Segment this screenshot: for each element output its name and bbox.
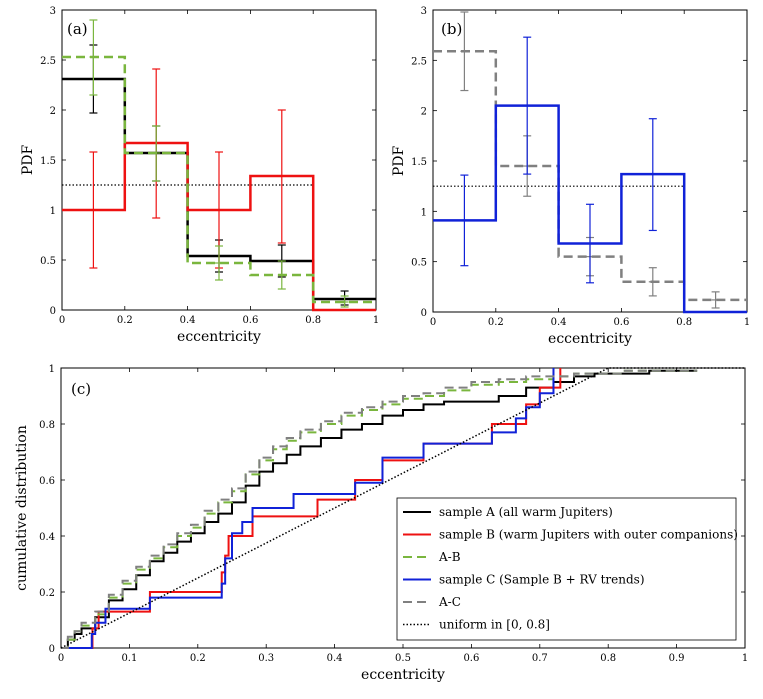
x-tick-label: 0.5: [395, 653, 411, 664]
y-tick-label: 0.5: [40, 256, 56, 267]
x-tick-label: 0.8: [676, 317, 692, 328]
histogram-series-ab: [62, 55, 376, 304]
x-tick-label: 0.6: [613, 317, 629, 328]
panel-label: (b): [441, 20, 462, 38]
x-tick-label: 0.2: [488, 317, 504, 328]
panel-2: 0 0.1 0.2 0.3 0.4 0.5 0.6 0.7 0.8 0.9 1 0 0.2 0.4 0.6 0…: [14, 364, 748, 683]
x-tick-label: 0: [58, 653, 64, 664]
x-tick-label: 0.3: [258, 653, 274, 664]
y-tick-label: 1.5: [411, 157, 427, 168]
legend-entry: sample A (all warm Jupiters): [439, 505, 613, 519]
x-axis-label: eccentricity: [361, 667, 445, 683]
cdf-series-4: [61, 369, 698, 649]
panel-0: 0 0.2 0.4 0.6 0.8 1 0 0.5 1 1.5 2 2.5 3 eccentricity P…: [20, 6, 379, 345]
y-tick-label: 0.2: [39, 588, 55, 599]
legend-entry: A-C: [438, 595, 461, 609]
legend-entry: A-B: [438, 550, 461, 564]
y-tick-label: 1.5: [40, 156, 56, 167]
y-axis-label: PDF: [20, 145, 36, 176]
x-tick-label: 0: [430, 317, 436, 328]
legend-entry: uniform in [0, 0.8]: [439, 618, 550, 632]
y-tick-label: 3: [50, 6, 56, 17]
x-tick-label: 0.2: [190, 653, 206, 664]
y-tick-label: 0: [49, 644, 55, 655]
x-tick-label: 0.7: [532, 653, 548, 664]
x-tick-label: 0.4: [327, 653, 343, 664]
y-tick-label: 3: [421, 6, 427, 17]
y-tick-label: 2.5: [411, 56, 427, 67]
panel-1: 0 0.2 0.4 0.6 0.8 1 0 0.5 1 1.5 2 2.5 3 eccentricity P…: [391, 6, 750, 347]
y-tick-label: 0.5: [411, 258, 427, 269]
x-tick-label: 0.6: [242, 315, 258, 326]
y-tick-label: 0: [421, 308, 427, 319]
y-axis-label: cumulative distribution: [14, 425, 30, 591]
y-tick-label: 1: [421, 207, 427, 218]
y-tick-label: 0.8: [39, 420, 55, 431]
x-tick-label: 0.6: [463, 653, 479, 664]
y-axis-label: PDF: [391, 146, 407, 177]
panel-label: (a): [67, 20, 88, 38]
x-tick-label: 0.8: [600, 653, 616, 664]
x-tick-label: 1: [744, 317, 750, 328]
legend-entry: sample C (Sample B + RV trends): [439, 573, 645, 587]
panel-label: (c): [71, 380, 91, 398]
x-tick-label: 0.9: [669, 653, 685, 664]
y-tick-label: 2: [50, 106, 56, 117]
x-tick-label: 0.4: [180, 315, 196, 326]
y-tick-label: 1: [50, 206, 56, 217]
x-tick-label: 0.8: [305, 315, 321, 326]
cdf-series-3: [61, 368, 555, 649]
y-tick-label: 0.4: [39, 532, 55, 543]
x-tick-label: 0.1: [121, 653, 137, 664]
legend-box: [396, 497, 737, 641]
x-tick-label: 0.4: [551, 317, 567, 328]
y-tick-label: 2.5: [40, 56, 56, 67]
y-tick-label: 1: [49, 364, 55, 375]
x-axis-label: eccentricity: [177, 329, 261, 345]
legend-entry: sample B (warm Jupiters with outer compa…: [439, 528, 738, 542]
x-tick-label: 1: [373, 315, 379, 326]
y-tick-label: 2: [421, 107, 427, 118]
y-tick-label: 0.6: [39, 476, 55, 487]
y-tick-label: 0: [50, 306, 56, 317]
x-axis-label: eccentricity: [548, 331, 632, 347]
x-tick-label: 0: [59, 315, 65, 326]
x-tick-label: 1: [742, 653, 748, 664]
x-tick-label: 0.2: [117, 315, 133, 326]
